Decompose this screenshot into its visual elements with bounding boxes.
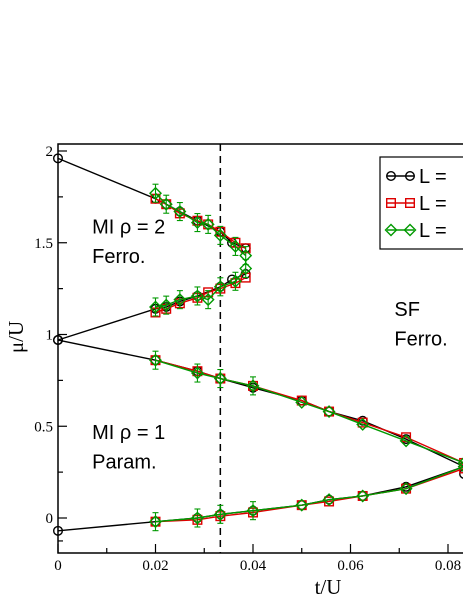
- data-point: [213, 507, 227, 521]
- data-point: [190, 511, 204, 525]
- data-point: [356, 489, 370, 503]
- legend-entry: L =: [386, 193, 447, 215]
- y-axis-title: μ/U: [4, 321, 28, 353]
- data-point: [149, 300, 162, 314]
- data-point: [356, 417, 370, 431]
- data-point: [322, 493, 336, 507]
- data-point: [149, 353, 162, 367]
- x-tick-label: 0.04: [240, 558, 267, 574]
- data-point: [213, 228, 227, 242]
- data-point: [295, 395, 309, 409]
- phase-label: SF: [394, 299, 420, 321]
- data-point: [295, 498, 309, 512]
- data-point: [53, 153, 64, 164]
- phase-label: Param.: [92, 451, 156, 473]
- data-point: [459, 469, 463, 479]
- x-tick-label: 0.08: [435, 558, 461, 574]
- data-point: [149, 515, 162, 529]
- y-tick-label: 0: [46, 511, 54, 527]
- legend-marker: [384, 223, 398, 237]
- series-line: [155, 268, 247, 308]
- y-tick-label: 2: [46, 144, 54, 160]
- data-point: [324, 406, 335, 417]
- data-point: [149, 186, 162, 200]
- data-point: [399, 482, 413, 496]
- y-tick-label: 0.5: [34, 419, 53, 435]
- phase-label: Ferro.: [92, 246, 145, 268]
- series-line: [155, 359, 463, 464]
- data-point: [228, 274, 242, 288]
- legend-marker: [405, 197, 416, 208]
- data-point: [457, 457, 463, 469]
- series-layer: [53, 153, 463, 536]
- data-point: [173, 205, 187, 219]
- data-point: [228, 239, 242, 253]
- data-point: [401, 483, 412, 494]
- data-point: [213, 372, 227, 386]
- x-tick-label: 0: [54, 558, 62, 574]
- data-point: [53, 335, 64, 346]
- data-point: [246, 379, 260, 393]
- legend-marker: [386, 170, 397, 181]
- series-line: [155, 466, 463, 523]
- x-axis-title: t/U: [315, 575, 342, 599]
- x-tick-label: 0.02: [142, 558, 168, 574]
- data-point: [322, 405, 336, 419]
- x-tick-label: 0.06: [337, 558, 364, 574]
- y-tick-label: 1.5: [34, 236, 53, 252]
- data-point: [459, 457, 463, 468]
- series-line: [155, 359, 463, 464]
- data-point: [457, 461, 463, 473]
- legend-entry: L =: [386, 166, 447, 188]
- data-point: [239, 261, 253, 275]
- data-point: [190, 216, 204, 230]
- phase-label: MI ρ = 2: [92, 217, 165, 239]
- data-point: [159, 298, 173, 312]
- data-point: [201, 217, 215, 231]
- legend-label: L =: [419, 166, 447, 188]
- axes-layer: 0 0.02 0.04 0.06 0.08 0 0.5 1 1.5 2: [34, 144, 461, 574]
- legend-label: L =: [419, 193, 447, 215]
- legend-marker: [386, 197, 397, 208]
- data-point: [173, 293, 187, 307]
- phase-label: MI ρ = 1: [92, 422, 165, 444]
- data-point: [201, 293, 215, 307]
- data-point: [399, 434, 413, 448]
- data-point: [213, 280, 227, 294]
- series-diamond: [149, 183, 463, 532]
- legend-entry: L =: [384, 220, 447, 242]
- legend-marker: [403, 223, 417, 237]
- data-point: [53, 525, 64, 536]
- data-point: [190, 289, 204, 303]
- data-point: [190, 366, 204, 380]
- legend-label: L =: [419, 220, 447, 242]
- y-tick-label: 1: [46, 328, 54, 344]
- legend-marker: [405, 170, 416, 181]
- legend: L = L = L =: [379, 156, 463, 250]
- phase-label: Ferro.: [394, 329, 447, 351]
- data-point: [246, 504, 260, 518]
- data-point: [159, 197, 173, 211]
